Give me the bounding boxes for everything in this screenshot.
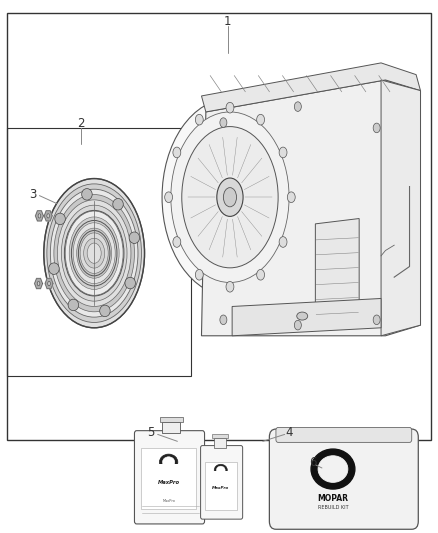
Ellipse shape [44, 179, 145, 328]
Ellipse shape [100, 305, 110, 317]
Ellipse shape [80, 233, 108, 273]
Ellipse shape [195, 115, 203, 125]
Text: REBUILD KIT: REBUILD KIT [318, 505, 348, 511]
Ellipse shape [87, 243, 101, 263]
Ellipse shape [162, 99, 298, 296]
Ellipse shape [257, 269, 265, 280]
Ellipse shape [373, 123, 380, 133]
Bar [212, 434, 228, 438]
Polygon shape [45, 278, 53, 289]
Text: 4: 4 [285, 426, 293, 439]
Ellipse shape [311, 449, 355, 489]
Ellipse shape [49, 263, 59, 274]
Bar [309, 492, 357, 519]
Ellipse shape [195, 269, 203, 280]
Text: MaxPro: MaxPro [212, 486, 230, 490]
Ellipse shape [82, 189, 92, 200]
Ellipse shape [226, 281, 234, 292]
Text: 5: 5 [148, 426, 155, 439]
Ellipse shape [48, 281, 50, 286]
Text: 6: 6 [309, 456, 317, 469]
Ellipse shape [217, 178, 243, 216]
Ellipse shape [125, 277, 135, 289]
Ellipse shape [318, 456, 348, 482]
Ellipse shape [69, 217, 119, 289]
Bar [205, 462, 237, 510]
Ellipse shape [73, 223, 115, 284]
Ellipse shape [129, 232, 140, 244]
Ellipse shape [50, 189, 138, 317]
Text: 3: 3 [29, 188, 36, 201]
FancyBboxPatch shape [269, 429, 418, 529]
Ellipse shape [84, 238, 105, 268]
Ellipse shape [37, 281, 40, 286]
Ellipse shape [173, 147, 181, 158]
Polygon shape [315, 219, 359, 325]
Ellipse shape [373, 315, 380, 325]
Ellipse shape [113, 198, 123, 210]
FancyBboxPatch shape [201, 446, 243, 519]
Bar [159, 464, 178, 472]
Ellipse shape [65, 211, 123, 295]
Polygon shape [381, 80, 420, 336]
FancyBboxPatch shape [134, 431, 205, 524]
Polygon shape [201, 80, 420, 336]
Ellipse shape [47, 214, 49, 218]
Ellipse shape [257, 115, 265, 125]
Ellipse shape [55, 213, 65, 225]
Ellipse shape [214, 464, 227, 476]
Text: MOPAR: MOPAR [318, 494, 349, 503]
Ellipse shape [77, 228, 112, 278]
Bar [141, 448, 196, 509]
Ellipse shape [287, 192, 295, 203]
Bar [7, 128, 191, 376]
Ellipse shape [57, 200, 131, 306]
Ellipse shape [220, 315, 227, 325]
Text: MaxPro: MaxPro [158, 480, 180, 485]
Ellipse shape [220, 118, 227, 127]
Text: MaxPro: MaxPro [162, 499, 175, 503]
Ellipse shape [38, 214, 41, 218]
Text: 2: 2 [77, 117, 85, 130]
Bar [162, 422, 180, 433]
Polygon shape [35, 211, 43, 221]
Polygon shape [196, 457, 205, 507]
Ellipse shape [173, 237, 181, 247]
Ellipse shape [68, 299, 78, 311]
Bar [214, 438, 226, 448]
Ellipse shape [223, 188, 237, 207]
Ellipse shape [162, 457, 175, 467]
Text: 1: 1 [224, 15, 232, 28]
Bar [214, 471, 228, 478]
Ellipse shape [61, 205, 127, 301]
Ellipse shape [297, 312, 307, 320]
Polygon shape [44, 211, 52, 221]
Bar [160, 417, 183, 422]
Polygon shape [201, 63, 420, 112]
FancyBboxPatch shape [276, 427, 412, 442]
Polygon shape [35, 278, 42, 289]
Bar [7, 13, 431, 440]
Ellipse shape [182, 126, 278, 268]
Ellipse shape [171, 112, 289, 282]
Ellipse shape [165, 192, 173, 203]
Ellipse shape [159, 454, 178, 470]
Ellipse shape [279, 237, 287, 247]
Ellipse shape [54, 195, 134, 312]
Ellipse shape [294, 320, 301, 330]
Polygon shape [232, 298, 381, 336]
Ellipse shape [47, 184, 141, 322]
Ellipse shape [216, 466, 225, 474]
Ellipse shape [279, 147, 287, 158]
Ellipse shape [294, 102, 301, 111]
Ellipse shape [226, 102, 234, 113]
